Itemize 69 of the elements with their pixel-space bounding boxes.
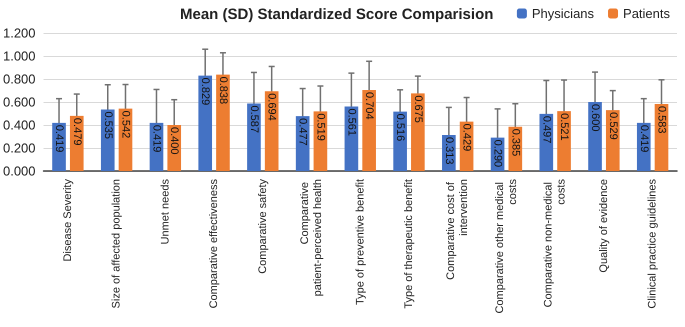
data-label: 0.704: [363, 92, 376, 120]
x-tick-label: Disease Severity: [62, 178, 74, 262]
y-tick-label: 0.600: [2, 94, 36, 110]
data-label: 0.479: [70, 118, 83, 146]
bar: [314, 111, 328, 171]
bar: [588, 102, 602, 171]
legend-label: Patients: [623, 6, 670, 21]
data-label: 0.429: [460, 124, 473, 152]
bar: [362, 90, 376, 171]
x-tick-label: Clinical practice guidelines: [646, 178, 659, 309]
bar: [296, 116, 310, 171]
x-tick-label: Comparative other medical costs: [494, 178, 519, 314]
data-label: 0.583: [656, 106, 668, 134]
bar: [247, 103, 261, 171]
data-label: 0.477: [296, 118, 309, 146]
data-label: 0.519: [314, 113, 326, 141]
x-tick-label: Unmet needs: [159, 178, 172, 244]
bar: [393, 112, 407, 171]
data-label: 0.419: [150, 124, 162, 152]
y-tick-label: 0.800: [2, 72, 36, 86]
x-tick-label: Size of affected population: [110, 179, 123, 308]
chart-title: Mean (SD) Standardized Score Comparision: [180, 6, 494, 23]
data-label: 0.675: [412, 95, 424, 123]
data-label: 0.419: [638, 124, 650, 152]
data-label: 0.290: [492, 140, 504, 168]
bar: [150, 122, 164, 171]
data-label: 0.529: [606, 112, 619, 140]
data-label: 0.535: [102, 111, 114, 140]
bar: [606, 110, 620, 171]
bar: [344, 106, 358, 171]
data-label: 0.516: [394, 114, 406, 142]
data-label: 0.542: [119, 110, 132, 138]
bar: [216, 74, 230, 171]
data-label: 0.313: [442, 137, 455, 165]
data-label: 0.600: [589, 104, 602, 132]
bar: [198, 76, 212, 171]
bar: [100, 109, 115, 171]
data-label: 0.587: [248, 105, 260, 134]
y-tick-label: 1.000: [2, 48, 36, 64]
y-tick-label: 0.400: [2, 118, 36, 132]
data-label: 0.694: [266, 93, 278, 121]
legend-label: Physicians: [532, 6, 595, 21]
y-tick-label: 1.200: [2, 26, 36, 40]
bar: [70, 116, 84, 171]
x-tick-label: Comparative patient-perceived health: [299, 179, 324, 296]
bar: [264, 91, 278, 171]
bar: [654, 104, 668, 171]
x-tick-label: Comparative effectiveness: [208, 178, 220, 308]
bar: [411, 93, 425, 171]
data-label: 0.497: [540, 116, 552, 144]
x-tick-label: Quality of evidence: [598, 179, 610, 273]
data-label: 0.829: [199, 78, 212, 106]
data-label: 0.419: [53, 124, 66, 152]
data-label: 0.561: [345, 108, 358, 136]
y-tick-label: 0.000: [2, 164, 36, 178]
bar: [118, 108, 132, 171]
bar: [557, 111, 571, 171]
bar: [539, 114, 554, 171]
x-tick-label: Comparative non-medical costs: [542, 178, 568, 308]
data-label: 0.400: [168, 127, 180, 155]
x-tick-label: Type of therapeutic benefit: [402, 179, 415, 309]
bar: [52, 122, 66, 171]
x-tick-label: Type of preventive benefit: [354, 179, 366, 305]
data-label: 0.838: [216, 76, 229, 104]
y-tick-label: 0.200: [2, 140, 36, 156]
x-tick-label: Comparative cost of intervention: [445, 179, 470, 280]
data-label: 0.521: [558, 113, 570, 141]
data-label: 0.385: [509, 128, 522, 156]
x-tick-label: Comparative safety: [256, 178, 269, 274]
